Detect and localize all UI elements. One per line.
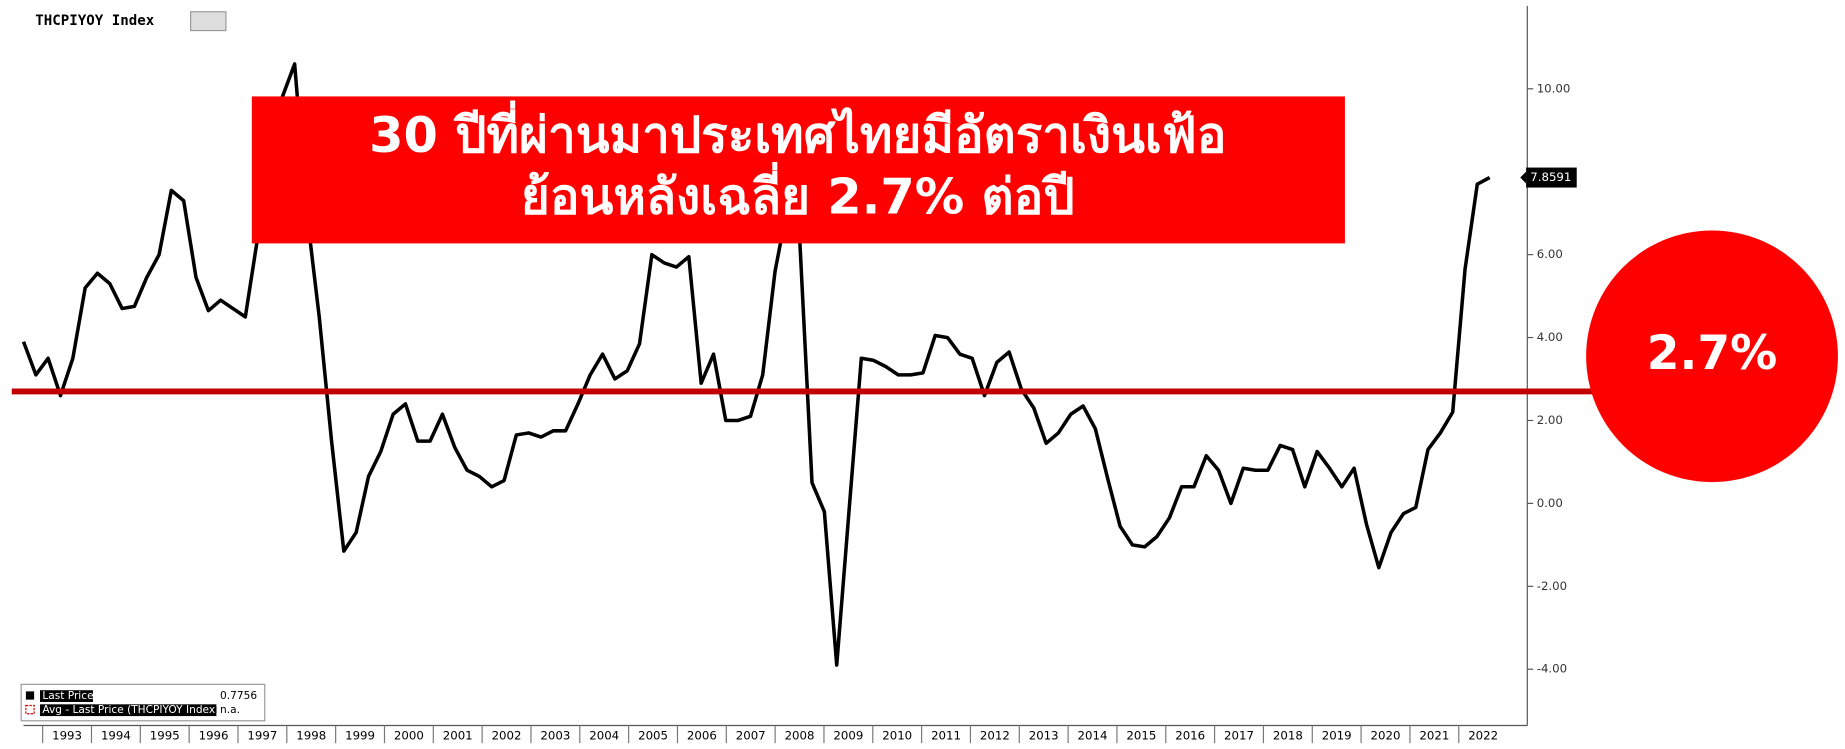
x-tick-label: 1996 xyxy=(199,729,229,743)
x-tick-label: 2006 xyxy=(687,729,717,743)
x-tick-label: 1995 xyxy=(150,729,180,743)
y-tick-label: -2.00 xyxy=(1537,579,1567,593)
banner xyxy=(251,96,1345,244)
x-tick-label: 2015 xyxy=(1126,729,1156,743)
x-tick-label: 1998 xyxy=(296,729,326,743)
x-tick-label: 2020 xyxy=(1371,729,1401,743)
x-tick-label: 1999 xyxy=(345,729,375,743)
legend-swatch xyxy=(25,704,35,715)
banner-line: ย้อนหลังเฉลี่ย 2.7% ต่อปี xyxy=(521,161,1075,225)
x-tick-label: 2019 xyxy=(1322,729,1352,743)
chart-type-button[interactable] xyxy=(190,11,227,32)
x-tick-label: 2012 xyxy=(980,729,1010,743)
x-tick-label: 2013 xyxy=(1029,729,1059,743)
banner-line: 30 ปีที่ผ่านมาประเทศไทยมีอัตราเงินเฟ้อ xyxy=(369,100,1226,164)
reference-label: 2.7% xyxy=(1647,326,1777,381)
x-tick-label: 2004 xyxy=(589,729,619,743)
legend-value: n.a. xyxy=(220,704,240,716)
x-tick-label: 2010 xyxy=(882,729,912,743)
x-tick-label: 2021 xyxy=(1419,729,1449,743)
y-tick-label: 0.00 xyxy=(1537,496,1563,510)
y-tick-label: 10.00 xyxy=(1537,81,1571,95)
legend-highlight xyxy=(40,704,217,717)
chart-title: THCPIYOY Index xyxy=(35,13,154,29)
x-tick-label: 2001 xyxy=(443,729,473,743)
y-tick-label: -4.00 xyxy=(1537,662,1567,676)
x-tick-label: 2016 xyxy=(1175,729,1205,743)
legend-highlight xyxy=(40,690,93,702)
y-tick-label: 4.00 xyxy=(1537,330,1563,344)
legend-label: Last Price xyxy=(42,690,93,702)
x-tick-label: 1994 xyxy=(101,729,131,743)
y-tick-label: 6.00 xyxy=(1537,247,1563,261)
x-tick-label: 2018 xyxy=(1273,729,1303,743)
last-value-pointer xyxy=(1520,171,1527,184)
x-tick-label: 2002 xyxy=(492,729,522,743)
reference-badge xyxy=(1586,230,1838,483)
x-tick-label: 1993 xyxy=(52,729,82,743)
legend-label: Avg - Last Price (THCPIYOY Index) xyxy=(42,704,219,716)
x-tick-label: 2014 xyxy=(1078,729,1108,743)
last-value-label: 7.8591 xyxy=(1530,170,1571,184)
x-tick-label: 2008 xyxy=(785,729,815,743)
legend-swatch xyxy=(25,691,35,700)
x-tick-label: 2017 xyxy=(1224,729,1254,743)
x-tick-label: 2003 xyxy=(540,729,570,743)
last-value-box xyxy=(1526,167,1577,188)
x-tick-label: 2009 xyxy=(833,729,863,743)
x-tick-label: 2000 xyxy=(394,729,424,743)
x-tick-label: 2022 xyxy=(1468,729,1498,743)
x-tick-label: 1997 xyxy=(247,729,277,743)
x-tick-label: 2005 xyxy=(638,729,668,743)
x-tick-label: 2011 xyxy=(931,729,961,743)
x-tick-label: 2007 xyxy=(736,729,766,743)
legend-value: 0.7756 xyxy=(220,690,257,702)
y-tick-label: 2.00 xyxy=(1537,413,1563,427)
